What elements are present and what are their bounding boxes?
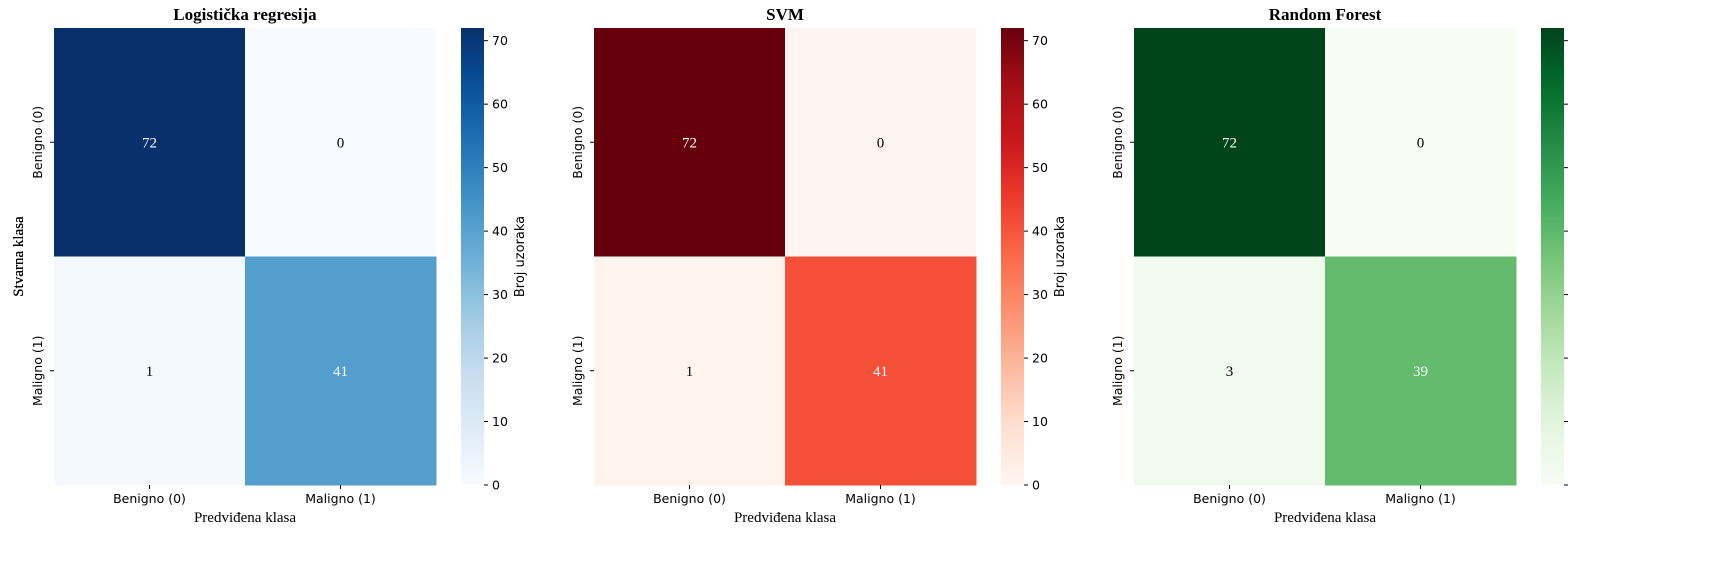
cell-value-label: 3: [1226, 364, 1234, 380]
heatmap-panel-1: Logistička regresija 72 0 1 41 Benigno (0) Mal…: [11, 5, 528, 526]
x-tick-label: Maligno (1): [305, 491, 376, 506]
x-tick-label: Maligno (1): [1385, 491, 1456, 506]
cell-value-label: 0: [337, 135, 345, 151]
cell-value-label: 39: [1413, 364, 1428, 380]
heatmap-cell: [1325, 256, 1517, 486]
heatmap-cell: [1134, 28, 1326, 257]
cell-value-label: 1: [146, 364, 154, 380]
colorbar-tick-label: 40: [1032, 224, 1048, 239]
cell-value-label: 41: [873, 364, 888, 380]
y-tick-label: Maligno (1): [1110, 335, 1125, 406]
x-axis-label: Predviđena klasa: [1274, 510, 1376, 526]
x-axis-label: Predviđena klasa: [734, 510, 836, 526]
colorbar-tick-label: 10: [1032, 414, 1048, 429]
cell-value-label: 72: [682, 135, 697, 151]
heatmap-cell: [1134, 256, 1326, 486]
colorbar-tick-label: 60: [492, 97, 508, 112]
heatmap-panel-3: Random Forest 72 0 3 39 Benigno (0) Maligno (1…: [11, 5, 1568, 526]
colorbar-tick-label: 20: [492, 351, 508, 366]
heatmap-cell: [594, 28, 786, 257]
y-tick-label: Maligno (1): [30, 335, 45, 406]
y-axis-label: Stvarna klasa: [11, 216, 27, 297]
chart-title: Logistička regresija: [173, 5, 317, 24]
cell-value-label: 72: [1222, 135, 1237, 151]
heatmap-panel-2: SVM 72 0 1 41 Benigno (0) Maligno (1) Benigno (…: [11, 5, 1068, 526]
colorbar: [1001, 28, 1024, 485]
cell-value-label: 41: [333, 364, 348, 380]
cell-value-label: 0: [1417, 135, 1425, 151]
x-tick-label: Benigno (0): [1193, 491, 1266, 506]
x-axis-label: Predviđena klasa: [194, 510, 296, 526]
y-tick-label: Maligno (1): [570, 335, 585, 406]
cell-value-label: 1: [686, 364, 694, 380]
colorbar-tick-label: 70: [1032, 33, 1048, 48]
heatmap-cell: [1325, 28, 1517, 257]
heatmap-cell: [785, 256, 977, 486]
x-tick-label: Benigno (0): [113, 491, 186, 506]
colorbar-tick-label: 30: [1032, 287, 1048, 302]
y-axis-label: Stvarna klasa: [11, 216, 27, 297]
colorbar-tick-label: 50: [1032, 160, 1048, 175]
x-tick-label: Maligno (1): [845, 491, 916, 506]
y-tick-label: Benigno (0): [30, 106, 45, 179]
y-tick-label: Benigno (0): [1110, 106, 1125, 179]
colorbar-tick-label: 0: [492, 478, 500, 493]
colorbar-tick-label: 0: [1032, 478, 1040, 493]
colorbar: [461, 28, 484, 485]
cell-value-label: 72: [142, 135, 157, 151]
colorbar-tick-label: 70: [492, 33, 508, 48]
colorbar-label: Broj uzoraka: [1053, 216, 1068, 297]
y-tick-label: Benigno (0): [570, 106, 585, 179]
chart-title: SVM: [766, 5, 804, 24]
colorbar-tick-label: 50: [492, 160, 508, 175]
heatmap-cell: [54, 28, 246, 257]
cell-value-label: 0: [877, 135, 885, 151]
heatmap-cell: [785, 28, 977, 257]
heatmap-cell: [54, 256, 246, 486]
colorbar-tick-label: 60: [1032, 97, 1048, 112]
heatmap-cell: [245, 28, 437, 257]
y-axis-label: Stvarna klasa: [11, 216, 27, 297]
colorbar-label: Broj uzoraka: [513, 216, 528, 297]
colorbar-tick-label: 10: [492, 414, 508, 429]
heatmap-cell: [245, 256, 437, 486]
x-tick-label: Benigno (0): [653, 491, 726, 506]
heatmap-cell: [594, 256, 786, 486]
colorbar-tick-label: 40: [492, 224, 508, 239]
chart-title: Random Forest: [1269, 5, 1382, 24]
colorbar: [1541, 28, 1564, 485]
colorbar-tick-label: 30: [492, 287, 508, 302]
colorbar-tick-label: 20: [1032, 351, 1048, 366]
